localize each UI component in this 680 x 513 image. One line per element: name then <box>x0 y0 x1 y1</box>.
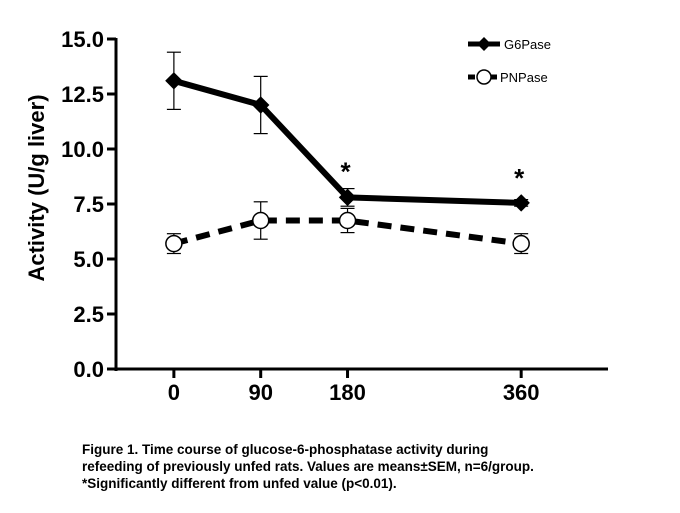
series-layer <box>165 51 530 255</box>
significance-asterisk: * <box>340 157 351 187</box>
g6pase-marker <box>165 72 183 90</box>
significance-asterisk: * <box>514 163 525 193</box>
y-tick-label: 10.0 <box>61 137 104 162</box>
pnpase-marker <box>251 211 270 230</box>
chart: 0.02.55.07.510.012.515.0 0 90 180 360 * * G6… <box>24 27 608 405</box>
y-ticks: 0.0 2.5 5.0 7.5 10.0 12.5 15.0 <box>61 27 116 382</box>
annotations: * * <box>340 157 525 194</box>
figure-caption: Figure 1. Time course of glucose-6-phosp… <box>82 441 672 492</box>
g6pase-marker <box>251 96 270 114</box>
y-axis-label: Activity (U/g liver) <box>24 94 49 281</box>
legend-pnpase-marker <box>476 69 492 85</box>
y-tick-label: 12.5 <box>61 82 104 107</box>
y-tick-label: 2.5 <box>73 302 104 327</box>
caption-line-1: Figure 1. Time course of glucose-6-phosp… <box>82 442 489 457</box>
pnpase-marker <box>338 211 357 230</box>
y-tick-label: 0.0 <box>73 357 104 382</box>
g6pase-line <box>173 77 522 206</box>
pnpase-marker <box>512 234 530 253</box>
y-tick-label: 7.5 <box>73 192 104 217</box>
g6pase-marker <box>338 188 357 207</box>
g6pase-series <box>165 51 530 212</box>
pnpase-series <box>165 201 530 255</box>
x-tick-label: 360 <box>503 380 540 405</box>
y-tick-label: 5.0 <box>73 247 104 272</box>
g6pase-marker <box>512 194 530 212</box>
legend: G6Pase PNPase <box>468 37 551 85</box>
x-ticks: 0 90 180 360 <box>168 369 540 405</box>
legend-g6pase-marker <box>477 37 491 51</box>
x-tick-label: 0 <box>168 380 180 405</box>
legend-g6pase-label: G6Pase <box>504 37 551 52</box>
y-tick-label: 15.0 <box>61 27 104 52</box>
pnpase-marker <box>165 234 183 253</box>
x-tick-label: 180 <box>329 380 366 405</box>
x-tick-label: 90 <box>248 380 272 405</box>
legend-pnpase-label: PNPase <box>500 70 548 85</box>
pnpase-line <box>173 217 522 247</box>
caption-line-2: refeeding of previously unfed rats. Valu… <box>82 459 534 474</box>
caption-line-3: *Significantly different from unfed valu… <box>82 476 397 491</box>
